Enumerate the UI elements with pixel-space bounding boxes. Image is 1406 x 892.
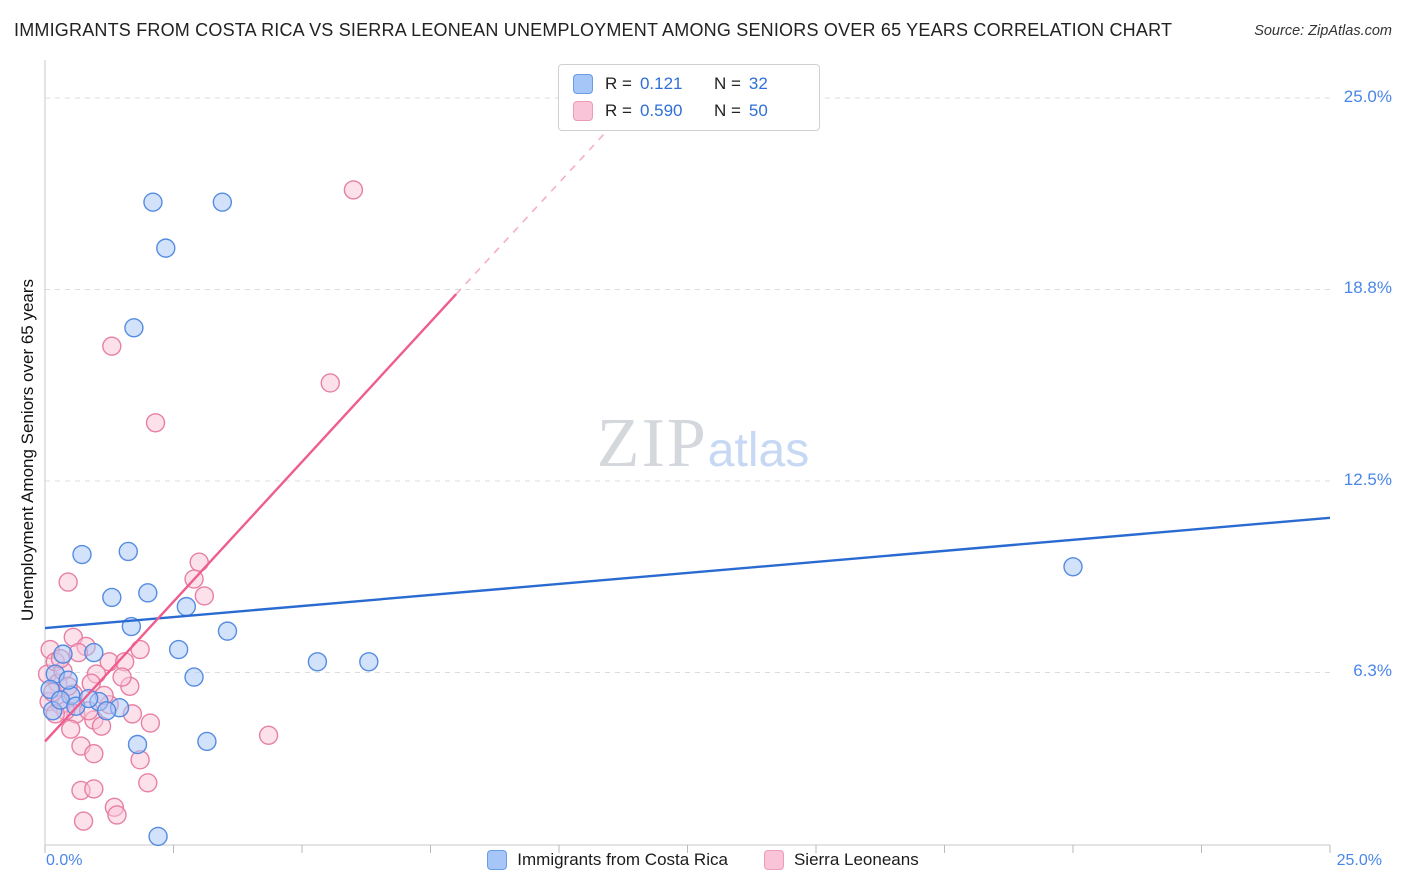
- y-axis-title: Unemployment Among Seniors over 65 years: [18, 278, 37, 622]
- costa-rica-swatch: [573, 74, 593, 94]
- watermark-atlas-text: atlas: [707, 424, 810, 477]
- sierra-leoneans-point[interactable]: [138, 773, 158, 793]
- sierra-leoneans-point[interactable]: [189, 552, 209, 572]
- correlation-stats-box: R = 0.121 N = 32 R = 0.590 N = 50: [558, 64, 820, 131]
- immigrants-from-costa-rica-point[interactable]: [118, 541, 138, 562]
- immigrants-from-costa-rica-point[interactable]: [121, 616, 142, 637]
- series-legend: Immigrants from Costa Rica Sierra Leonea…: [0, 850, 1406, 870]
- sierra-leone-trend: [44, 293, 458, 743]
- r-value-sierra-leone: 0.590: [639, 101, 683, 120]
- sierra-leoneans-point[interactable]: [112, 667, 132, 687]
- zipatlas-watermark: ZIP atlas: [597, 404, 809, 484]
- stats-row-costa-rica: R = 0.121 N = 32: [573, 74, 805, 94]
- immigrants-from-costa-rica-point[interactable]: [217, 621, 238, 641]
- stats-row-sierra-leone: R = 0.590 N = 50: [573, 101, 805, 121]
- immigrants-from-costa-rica-point[interactable]: [84, 642, 104, 663]
- sierra-leoneans-point[interactable]: [84, 779, 104, 799]
- page-title: IMMIGRANTS FROM COSTA RICA VS SIERRA LEO…: [14, 20, 1173, 40]
- immigrants-from-costa-rica-point[interactable]: [168, 639, 189, 660]
- r-label: R =: [605, 101, 632, 120]
- immigrants-from-costa-rica-point[interactable]: [58, 670, 78, 690]
- sierra-leoneans-point[interactable]: [194, 586, 215, 606]
- r-value-costa-rica: 0.121: [639, 74, 683, 93]
- sierra-leoneans-point[interactable]: [58, 572, 78, 592]
- watermark-zip-text: ZIP: [596, 405, 708, 482]
- costa-rica-trend: [44, 516, 1331, 630]
- sierra-leoneans-point[interactable]: [107, 805, 127, 825]
- immigrants-from-costa-rica-point[interactable]: [212, 192, 233, 212]
- sierra-leone-legend-label: Sierra Leoneans: [793, 850, 919, 869]
- y-tick-label-6-3: 6.3%: [1353, 661, 1392, 680]
- sierra-leoneans-point[interactable]: [130, 639, 150, 660]
- y-tick-label-12-5: 12.5%: [1343, 470, 1392, 489]
- immigrants-from-costa-rica-point[interactable]: [148, 826, 168, 847]
- y-tick-label-18-8: 18.8%: [1343, 278, 1392, 297]
- costa-rica-legend-label: Immigrants from Costa Rica: [517, 850, 728, 869]
- sierra-leoneans-point[interactable]: [140, 713, 161, 733]
- n-value-sierra-leone: 50: [748, 101, 768, 120]
- immigrants-from-costa-rica-point[interactable]: [184, 667, 204, 687]
- sierra-leoneans-point[interactable]: [73, 811, 94, 831]
- n-label: N =: [713, 74, 741, 93]
- sierra-leoneans-point[interactable]: [102, 336, 122, 356]
- sierra-leoneans-point[interactable]: [60, 719, 81, 739]
- sierra-leone-legend-swatch: [763, 850, 784, 870]
- immigrants-from-costa-rica-point[interactable]: [127, 734, 148, 755]
- immigrants-from-costa-rica-point[interactable]: [1063, 557, 1083, 577]
- legend-item-sierra-leone: Sierra Leoneans: [763, 850, 919, 870]
- immigrants-from-costa-rica-point[interactable]: [307, 652, 328, 672]
- immigrants-from-costa-rica-point[interactable]: [102, 587, 122, 608]
- legend-item-costa-rica: Immigrants from Costa Rica: [487, 850, 728, 870]
- x-axis-min-label: 0.0%: [46, 852, 83, 869]
- r-label: R =: [605, 74, 632, 93]
- sierra-leoneans-point[interactable]: [258, 725, 279, 746]
- immigrants-from-costa-rica-point[interactable]: [138, 583, 158, 603]
- immigrants-from-costa-rica-point[interactable]: [124, 318, 144, 338]
- x-axis-max-label: 25.0%: [1336, 852, 1382, 869]
- immigrants-from-costa-rica-point[interactable]: [176, 596, 197, 617]
- immigrants-from-costa-rica-point[interactable]: [197, 731, 217, 752]
- costa-rica-legend-swatch: [487, 850, 508, 870]
- sierra-leoneans-point[interactable]: [320, 373, 340, 393]
- immigrants-from-costa-rica-point[interactable]: [359, 652, 379, 672]
- n-label: N =: [713, 101, 741, 120]
- immigrants-from-costa-rica-point[interactable]: [78, 688, 99, 709]
- immigrants-from-costa-rica-point[interactable]: [143, 192, 163, 212]
- sierra-leoneans-point[interactable]: [145, 413, 166, 433]
- y-tick-label-25: 25.0%: [1343, 87, 1392, 106]
- source-link[interactable]: Source: ZipAtlas.com: [1254, 23, 1392, 39]
- immigrants-from-costa-rica-point[interactable]: [156, 238, 176, 258]
- sierra-leoneans-point[interactable]: [84, 743, 104, 764]
- sierra-leoneans-point[interactable]: [343, 180, 364, 200]
- n-value-costa-rica: 32: [748, 74, 768, 93]
- immigrants-from-costa-rica-point[interactable]: [53, 644, 73, 664]
- immigrants-from-costa-rica-point[interactable]: [96, 701, 117, 721]
- immigrants-from-costa-rica-point[interactable]: [72, 544, 92, 565]
- sierra-leoneans-point[interactable]: [184, 569, 204, 589]
- sierra-leone-swatch: [573, 101, 593, 121]
